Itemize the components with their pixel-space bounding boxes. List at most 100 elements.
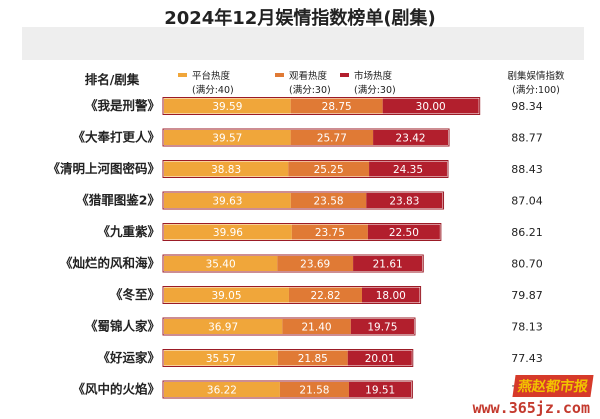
bar-value-label: 36.22 <box>207 385 237 397</box>
row-header: 排名/剧集 <box>85 72 140 87</box>
bar-value-label: 39.59 <box>212 101 242 113</box>
bar-value-label: 39.96 <box>213 227 243 239</box>
bar-value-label: 22.82 <box>310 290 340 302</box>
bar-segment <box>164 350 278 366</box>
bar-value-label: 21.58 <box>299 385 329 397</box>
bar-value-label: 19.51 <box>365 385 395 397</box>
category-label: 《我是刑警》 <box>85 98 160 113</box>
bar-segment <box>288 161 370 177</box>
category-label: 《大奉打更人》 <box>72 130 160 145</box>
bar-segment <box>164 319 283 334</box>
bar-outline <box>162 128 450 147</box>
bar-outline <box>162 97 481 115</box>
total-value: 88.43 <box>511 163 543 176</box>
legend-swatch <box>275 73 284 77</box>
bar-value-label: 25.25 <box>314 164 344 176</box>
bar-segment <box>164 224 292 240</box>
bar-value-label: 19.75 <box>367 322 397 334</box>
bar-segment <box>164 287 289 303</box>
bar-outline <box>162 380 413 399</box>
bar-value-label: 23.75 <box>315 227 345 239</box>
bar-segment <box>282 319 351 334</box>
bar-segment <box>164 256 278 271</box>
bar-segment <box>277 256 354 271</box>
category-label: 《清明上河图密码》 <box>47 161 160 176</box>
legend-label: 平台热度 <box>192 70 231 82</box>
url-watermark: www.365jz.com <box>472 399 590 417</box>
bar-value-label: 38.83 <box>211 164 241 176</box>
bar-segment <box>279 382 349 397</box>
bar-value-label: 30.00 <box>416 101 446 113</box>
title-band <box>22 27 584 60</box>
total-value: 80.70 <box>511 258 543 271</box>
bar-segment <box>288 287 362 303</box>
bar-value-label: 39.63 <box>212 196 242 208</box>
bar-segment <box>373 130 449 145</box>
total-value: 86.21 <box>511 226 543 239</box>
total-value: 87.04 <box>511 195 543 208</box>
bar-value-label: 28.75 <box>322 101 352 113</box>
bar-value-label: 39.05 <box>211 290 241 302</box>
category-label: 《冬至》 <box>110 287 160 302</box>
legend-sub: (满分:40) <box>192 85 234 96</box>
category-label: 《灿烂的风和海》 <box>60 256 160 271</box>
bar-value-label: 39.57 <box>212 133 242 145</box>
bar-segment <box>348 382 412 397</box>
category-label: 《猎罪图鉴2》 <box>76 193 160 208</box>
newspaper-watermark: 燕赵都市报 <box>512 375 594 397</box>
bar-value-label: 23.42 <box>396 133 426 145</box>
bar-segment <box>290 130 374 145</box>
bar-segment <box>290 98 383 114</box>
bar-value-label: 23.58 <box>314 196 344 208</box>
category-label: 《蜀锦人家》 <box>85 319 160 334</box>
bar-value-label: 21.61 <box>373 259 403 271</box>
bar-outline <box>162 286 422 304</box>
bar-value-label: 23.83 <box>389 196 419 208</box>
legend-swatch <box>178 73 187 77</box>
bar-segment <box>164 193 291 208</box>
bar-value-label: 18.00 <box>376 290 406 302</box>
legend-swatch <box>340 73 349 77</box>
bar-value-label: 25.77 <box>317 133 347 145</box>
category-label: 《好运家》 <box>97 350 160 365</box>
bar-value-label: 22.50 <box>389 227 419 239</box>
bar-value-label: 36.97 <box>208 322 238 334</box>
bar-outline <box>162 317 416 336</box>
bar-outline <box>162 223 442 241</box>
total-value: 77.43 <box>511 352 543 365</box>
legend-sub: (满分:30) <box>354 85 396 96</box>
bar-outline <box>162 160 449 178</box>
bar-outline <box>162 191 445 210</box>
bar-segment <box>367 224 440 240</box>
bar-segment <box>164 382 280 397</box>
bar-segment <box>291 224 368 240</box>
bar-outline <box>162 349 414 367</box>
category-label: 《九重紫》 <box>97 224 160 239</box>
bar-value-label: 35.40 <box>206 259 236 271</box>
total-value: 88.77 <box>511 132 543 145</box>
bar-segment <box>164 130 291 145</box>
bar-segment <box>350 319 414 334</box>
chart-title: 2024年12月娱情指数榜单(剧集) <box>164 8 436 29</box>
total-sub: (满分:100) <box>512 85 560 96</box>
bar-value-label: 23.69 <box>300 259 330 271</box>
bar-segment <box>382 98 479 114</box>
legend-label: 观看热度 <box>289 70 328 82</box>
bar-segment <box>347 350 412 366</box>
total-value: 79.87 <box>511 289 543 302</box>
total-value: 98.34 <box>511 100 543 113</box>
bar-value-label: 21.85 <box>298 353 328 365</box>
total-value: 78.13 <box>511 321 543 334</box>
bar-value-label: 35.57 <box>206 353 236 365</box>
category-label: 《风中的火焰》 <box>72 382 160 397</box>
bar-segment <box>277 350 348 366</box>
bar-segment <box>164 161 289 177</box>
legend-label: 市场热度 <box>354 70 393 82</box>
bar-segment <box>361 287 420 303</box>
bar-value-label: 21.40 <box>302 322 332 334</box>
legend-sub: (满分:30) <box>289 85 331 96</box>
bar-segment <box>366 193 443 208</box>
bar-value-label: 24.35 <box>393 164 423 176</box>
bar-outline <box>162 254 424 273</box>
